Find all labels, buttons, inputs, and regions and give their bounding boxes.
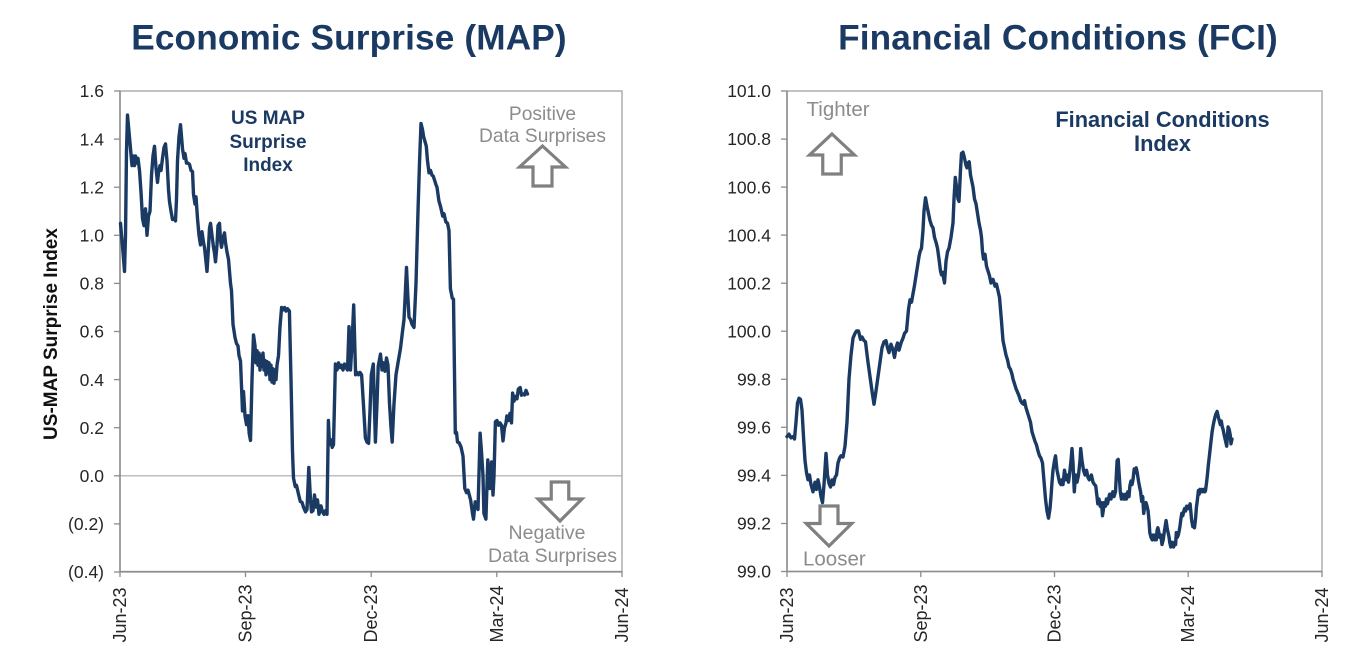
svg-text:100.2: 100.2 — [727, 273, 771, 293]
svg-text:Index: Index — [243, 155, 293, 176]
svg-text:100.0: 100.0 — [727, 321, 771, 341]
svg-text:Financial Conditions: Financial Conditions — [1055, 107, 1269, 132]
svg-text:0.6: 0.6 — [80, 322, 104, 342]
svg-text:99.4: 99.4 — [737, 466, 771, 486]
svg-text:1.2: 1.2 — [80, 177, 104, 197]
svg-text:Jun-23: Jun-23 — [110, 587, 130, 642]
svg-text:1.6: 1.6 — [80, 81, 104, 101]
svg-text:Jun-23: Jun-23 — [777, 587, 797, 642]
svg-text:Financial Conditions (FCI): Financial Conditions (FCI) — [838, 19, 1278, 58]
svg-text:99.6: 99.6 — [737, 418, 771, 438]
svg-text:Index: Index — [1134, 131, 1191, 156]
svg-text:100.6: 100.6 — [727, 177, 771, 197]
svg-text:0.4: 0.4 — [80, 370, 105, 390]
svg-text:0.8: 0.8 — [80, 274, 104, 294]
svg-text:Negative: Negative — [509, 522, 586, 544]
svg-text:101.0: 101.0 — [727, 81, 771, 101]
svg-text:99.2: 99.2 — [737, 514, 771, 534]
svg-text:Looser: Looser — [803, 548, 866, 571]
svg-text:Data Surprises: Data Surprises — [488, 545, 617, 567]
svg-text:Positive: Positive — [509, 104, 576, 125]
svg-text:Tighter: Tighter — [807, 98, 870, 121]
svg-text:Sep-23: Sep-23 — [911, 584, 931, 642]
svg-text:Jun-24: Jun-24 — [612, 587, 632, 642]
svg-text:Surprise: Surprise — [229, 132, 306, 153]
svg-text:Economic Surprise (MAP): Economic Surprise (MAP) — [131, 19, 567, 58]
svg-text:Data Surprises: Data Surprises — [479, 126, 606, 147]
svg-text:Mar-24: Mar-24 — [1178, 585, 1198, 642]
svg-text:US MAP: US MAP — [231, 108, 305, 129]
svg-text:100.8: 100.8 — [727, 129, 771, 149]
svg-text:99.8: 99.8 — [737, 370, 771, 390]
svg-text:Dec-23: Dec-23 — [1045, 584, 1065, 642]
svg-text:1.4: 1.4 — [80, 129, 105, 149]
svg-text:0.2: 0.2 — [80, 418, 104, 438]
svg-text:Dec-23: Dec-23 — [361, 584, 381, 642]
svg-text:0.0: 0.0 — [80, 466, 105, 486]
svg-text:99.0: 99.0 — [737, 562, 771, 582]
svg-text:US-MAP Surprise Index: US-MAP Surprise Index — [41, 228, 62, 440]
svg-text:Mar-24: Mar-24 — [487, 585, 507, 642]
svg-text:1.0: 1.0 — [80, 226, 105, 246]
svg-text:Sep-23: Sep-23 — [236, 584, 256, 642]
svg-text:Jun-24: Jun-24 — [1312, 587, 1332, 642]
svg-text:(0.2): (0.2) — [68, 514, 104, 534]
svg-text:100.4: 100.4 — [727, 225, 771, 245]
svg-text:(0.4): (0.4) — [68, 562, 104, 582]
